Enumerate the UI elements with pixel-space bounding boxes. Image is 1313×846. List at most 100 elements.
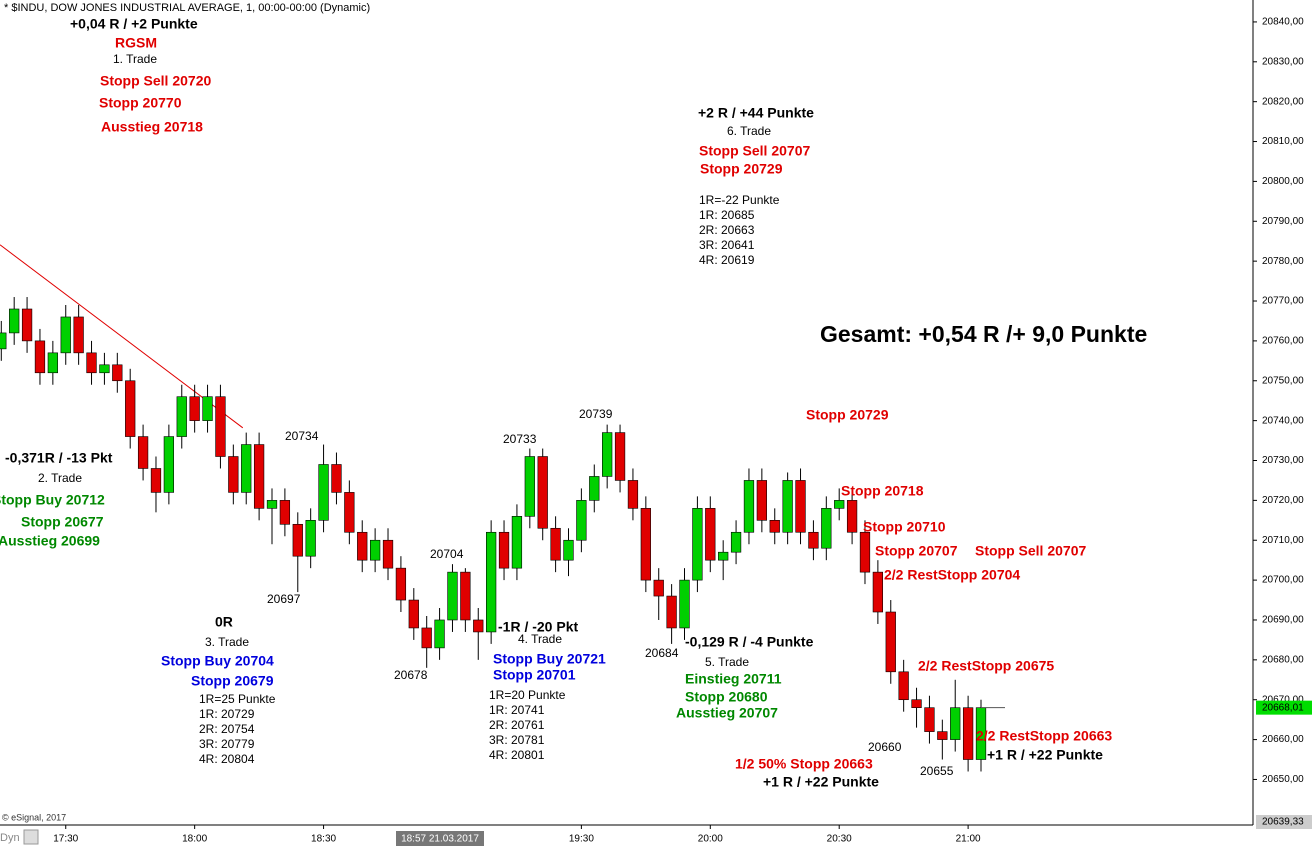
y-tick-label: 20830,00 — [1262, 56, 1304, 67]
annotation: Stopp 20701 — [493, 667, 576, 683]
annotation: 2R: 20754 — [199, 722, 255, 736]
crosshair-box — [396, 831, 484, 846]
candle-body — [679, 579, 690, 629]
candle-body — [653, 579, 664, 597]
annotation: 2/2 RestStopp 20704 — [884, 567, 1020, 583]
candle-body — [550, 527, 561, 561]
candle-body — [911, 699, 922, 708]
annotation: 2R: 20663 — [699, 223, 755, 237]
x-tick-label: 18:00 — [182, 834, 207, 845]
price-label: 20697 — [267, 592, 301, 606]
chart-title: * $INDU, DOW JONES INDUSTRIAL AVERAGE, 1… — [4, 2, 370, 14]
y-tick-label: 20730,00 — [1262, 455, 1304, 466]
annotation: 1R: 20729 — [199, 707, 255, 721]
candle-body — [808, 531, 819, 549]
candle-body — [872, 571, 884, 613]
candle-body — [486, 531, 497, 633]
candle-body — [756, 480, 767, 521]
candle-body — [34, 340, 46, 374]
annotation: Gesamt: +0,54 R /+ 9,0 Punkte — [820, 321, 1147, 347]
candle-body — [511, 516, 523, 569]
candle-body — [331, 464, 342, 493]
candle-body — [163, 436, 175, 493]
annotation: +1 R / +22 Punkte — [987, 747, 1103, 763]
annotation: 4R: 20619 — [699, 253, 755, 267]
annotation: Ausstieg 20707 — [676, 705, 778, 721]
candle-body — [898, 671, 909, 701]
candle-body — [498, 531, 510, 569]
annotation: 1. Trade — [113, 52, 157, 66]
annotation: Stopp 20770 — [99, 95, 182, 111]
annotation: Stopp 20707 — [875, 543, 958, 559]
y-tick-label: 20820,00 — [1262, 96, 1304, 107]
candle-body — [962, 707, 974, 760]
y-tick-label: 20790,00 — [1262, 216, 1304, 227]
annotation: 1/2 50% Stopp 20663 — [735, 756, 873, 772]
annotation: 1R=25 Punkte — [199, 692, 276, 706]
y-tick-label: 20770,00 — [1262, 296, 1304, 307]
annotation: Stopp 20718 — [841, 483, 924, 499]
annotation: 4R: 20804 — [199, 752, 255, 766]
annotation: 2/2 RestStopp 20663 — [976, 728, 1112, 744]
candle-body — [253, 444, 265, 509]
candle-body — [537, 456, 548, 529]
candle-body — [279, 500, 291, 525]
annotation: Stopp 20677 — [21, 514, 104, 530]
candle-body — [821, 508, 832, 549]
annotation: Stopp Sell 20720 — [100, 73, 211, 89]
candle-body — [421, 627, 432, 649]
annotation: 3R: 20781 — [489, 733, 545, 747]
candle-body — [950, 707, 961, 740]
candle-body — [112, 364, 123, 382]
x-tick-label: 18:30 — [311, 834, 336, 845]
candle-body — [202, 396, 213, 421]
annotation: 1R=-22 Punkte — [699, 193, 780, 207]
annotation: 6. Trade — [727, 124, 771, 138]
candle-body — [21, 308, 33, 342]
x-tick-label: 17:30 — [53, 834, 78, 845]
candle-body — [434, 619, 445, 649]
candle-body — [846, 500, 858, 533]
candle-body — [730, 531, 742, 553]
trendline — [0, 244, 244, 429]
candle-body — [563, 539, 574, 561]
y-tick-label: 20800,00 — [1262, 176, 1304, 187]
annotation: -0,371R / -13 Pkt — [5, 450, 113, 466]
annotation: 2R: 20761 — [489, 718, 545, 732]
y-tick-label: 20700,00 — [1262, 575, 1304, 586]
candle-body — [305, 520, 316, 557]
y-tick-label: 20710,00 — [1262, 535, 1304, 546]
annotation: Stopp 20680 — [685, 689, 768, 705]
candle-body — [782, 480, 793, 533]
bottom-price-box — [1256, 815, 1312, 829]
price-label: 20739 — [579, 407, 613, 421]
candle-body — [189, 396, 200, 421]
y-tick-label: 20720,00 — [1262, 495, 1304, 506]
candle-body — [589, 476, 600, 501]
annotation: Stopp 20710 — [863, 519, 946, 535]
y-tick-label: 20760,00 — [1262, 336, 1304, 347]
price-label: 20655 — [920, 764, 954, 778]
candle-body — [834, 500, 845, 509]
candle-body — [769, 520, 780, 533]
candle-body — [705, 508, 716, 561]
annotation: 2/2 RestStopp 20675 — [918, 658, 1054, 674]
candle-body — [266, 500, 278, 509]
candle-body — [795, 480, 806, 533]
x-tick-label: 20:30 — [827, 834, 852, 845]
price-label: 20704 — [430, 547, 464, 561]
annotation: 0R — [215, 614, 233, 630]
annotation: 3R: 20779 — [199, 737, 255, 751]
annotation: RGSM — [115, 35, 157, 51]
price-label: 20734 — [285, 429, 319, 443]
corner-label: Dyn — [0, 832, 20, 844]
candle-body — [215, 396, 226, 457]
candle-body — [602, 432, 613, 477]
annotation: 5. Trade — [705, 655, 749, 669]
candle-body — [576, 500, 587, 541]
candle-body — [640, 508, 651, 581]
annotation: +2 R / +44 Punkte — [698, 105, 814, 121]
corner-button[interactable] — [23, 829, 39, 845]
